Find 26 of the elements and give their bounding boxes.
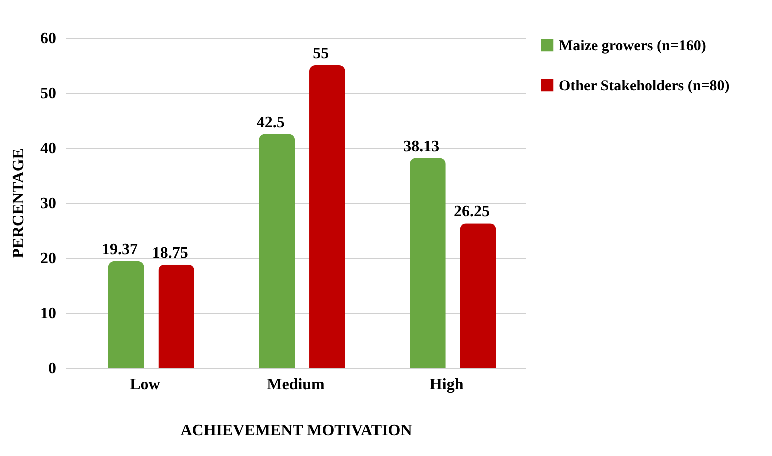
bar: [259, 134, 296, 368]
y-tick-label: 30: [40, 196, 56, 212]
data-label: 19.37: [102, 241, 138, 258]
y-tick-label: 10: [40, 306, 56, 322]
y-tick-label: 0: [48, 360, 56, 378]
bar: [410, 158, 446, 368]
x-tick-label: High: [430, 376, 464, 394]
bar: [108, 261, 144, 368]
data-label: 18.75: [152, 244, 188, 262]
data-label: 55: [313, 46, 330, 62]
data-label: 38.13: [404, 138, 440, 156]
data-label: 42.5: [256, 114, 285, 132]
legend-label: Other Stakeholders (n=80): [559, 78, 730, 94]
bar: [460, 224, 496, 368]
y-tick-label: 60: [40, 30, 56, 48]
y-axis-title: PERCENTAGE: [10, 148, 28, 258]
bar: [158, 264, 195, 368]
y-tick-label: 40: [40, 140, 56, 158]
bar: [310, 66, 346, 368]
legend-label: Maize growers (n=160): [559, 38, 706, 54]
x-tick-label: Medium: [267, 376, 326, 394]
y-tick-label: 20: [40, 250, 56, 268]
x-axis-title: ACHIEVEMENT MOTIVATION: [180, 422, 413, 440]
x-tick-label: Low: [130, 376, 161, 394]
data-label: 26.25: [454, 204, 490, 221]
y-tick-label: 50: [40, 86, 56, 102]
